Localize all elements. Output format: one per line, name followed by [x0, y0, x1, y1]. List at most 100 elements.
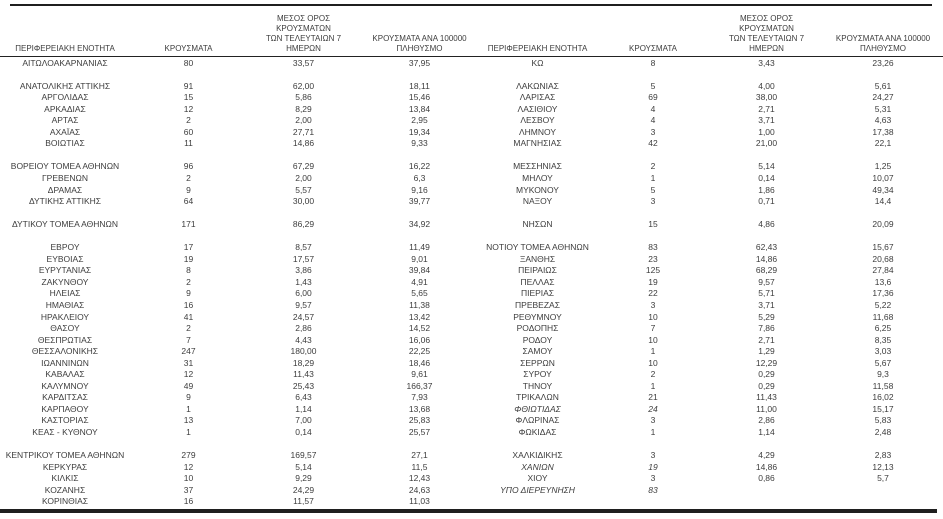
region-cell: ΡΕΘΥΜΝΟΥ [513, 311, 562, 322]
avg7-cell: 21,00 [755, 138, 778, 149]
cases-cell: 2 [186, 115, 191, 126]
table-row: ΚΑΒΑΛΑΣ 12 11,43 9,61 ΣΥΡΟΥ 2 0,29 9,3 [0, 369, 943, 381]
region-cell: ΦΩΚΙΔΑΣ [518, 427, 557, 438]
avg7-cell: 1,00 [758, 126, 775, 137]
per100k-cell: 5,22 [874, 300, 892, 310]
region-cell: ΒΟΡΕΙΟΥ ΤΟΜΕΑ ΑΘΗΝΩΝ [10, 161, 120, 172]
avg7-cell: 1,14 [295, 403, 312, 414]
region-cell: ΑΝΑΤΟΛΙΚΗΣ ΑΤΤΙΚΗΣ [19, 80, 111, 91]
avg7-cell: 5,14 [295, 461, 312, 472]
table-row: ΑΡΚΑΔΙΑΣ 12 8,29 13,84 ΛΑΣΙΘΙΟΥ 4 2,71 5,31 [0, 103, 943, 115]
table-row: ΑΝΑΤΟΛΙΚΗΣ ΑΤΤΙΚΗΣ 91 62,00 18,11 ΛΑΚΩΝΙΑΣ 5 4… [0, 80, 943, 92]
region-cell: ΛΑΣΙΘΙΟΥ [517, 103, 558, 114]
per100k-cell: 15,17 [872, 403, 894, 414]
region-cell: ΑΡΚΑΔΙΑΣ [44, 103, 86, 114]
avg7-cell: 14,86 [292, 138, 315, 149]
cases-cell: 60 [183, 126, 194, 137]
region-cell: ΛΕΣΒΟΥ [520, 115, 555, 126]
table-row: ΑΧΑΪΑΣ 60 27,71 19,34 ΛΗΜΝΟΥ 3 1,00 17,38 [0, 126, 943, 138]
cases-cell: 3 [650, 196, 656, 207]
cases-cell: 171 [181, 219, 196, 230]
per100k-cell: 16,06 [408, 334, 431, 345]
region-cell: ΤΗΝΟΥ [522, 380, 553, 391]
per100k-cell [360, 438, 479, 450]
table-row: ΔΥΤΙΚΗΣ ΑΤΤΙΚΗΣ 64 30,00 39,77 ΝΑΞΟΥ 3 0,71 14,… [0, 196, 943, 208]
per100k-cell: 15,67 [872, 242, 894, 253]
cases-cell: 49 [183, 380, 194, 391]
header-per100k-left: ΚΡΟΥΣΜΑΤΑ ΑΝΑ 100000 ΠΛΗΘΥΣΜΟ [360, 14, 479, 57]
region-cell: ΛΑΚΩΝΙΑΣ [516, 80, 559, 91]
avg7-cell: 67,29 [292, 161, 315, 172]
region-cell: ΠΕΛΛΑΣ [520, 276, 555, 287]
cases-cell: 16 [183, 496, 194, 507]
cases-cell: 12 [183, 369, 194, 380]
cases-cell: 23 [648, 253, 658, 264]
per100k-cell: 14,4 [874, 196, 892, 207]
avg7-cell [710, 69, 823, 81]
avg7-cell [710, 438, 823, 450]
table-row [0, 149, 943, 161]
per100k-cell [823, 230, 943, 242]
avg7-cell [247, 230, 360, 242]
table-row: ΚΑΡΠΑΘΟΥ 1 1,14 13,68 ΦΘΙΩΤΙΔΑΣ 24 11,00 15,17 [0, 403, 943, 415]
avg7-cell [247, 207, 360, 219]
avg7-cell: 0,29 [758, 369, 775, 380]
per100k-cell: 22,1 [874, 138, 892, 149]
cases-cell: 19 [648, 276, 658, 287]
avg7-cell: 4,86 [758, 219, 775, 230]
avg7-cell: 4,29 [758, 450, 775, 461]
avg7-cell: 38,00 [755, 92, 778, 103]
table-row: ΚΟΖΑΝΗΣ 37 24,29 24,63 ΥΠΟ ΔΙΕΡΕΥΝΗΣΗ 83 [0, 484, 943, 496]
per100k-cell: 4,63 [874, 115, 892, 126]
avg7-cell: 2,86 [295, 323, 312, 334]
per100k-cell: 20,09 [872, 219, 894, 230]
cases-cell [130, 230, 247, 242]
avg7-cell [710, 149, 823, 161]
region-cell: ΜΗΛΟΥ [522, 172, 553, 183]
cases-cell: 1 [186, 403, 191, 414]
cases-cell: 1 [650, 427, 656, 438]
avg7-cell: 169,57 [290, 450, 317, 461]
region-cell: ΧΑΛΚΙΔΙΚΗΣ [512, 450, 563, 461]
avg7-cell: 11,57 [293, 496, 314, 507]
per100k-cell: 9,33 [411, 138, 428, 149]
region-cell [0, 207, 130, 219]
region-cell: ΦΘΙΩΤΙΔΑΣ [514, 403, 561, 414]
per100k-cell: 2,48 [874, 427, 892, 438]
per100k-cell: 5,65 [411, 288, 428, 299]
cases-cell: 69 [648, 92, 658, 103]
avg7-cell: 24,29 [292, 484, 315, 495]
avg7-cell: 1,43 [295, 276, 312, 287]
per100k-cell: 5,7 [877, 473, 889, 484]
avg7-cell: 12,29 [755, 357, 778, 368]
table-row: ΘΕΣΣΑΛΟΝΙΚΗΣ 247 180,00 22,25 ΣΑΜΟΥ 1 1,29 3,03 [0, 346, 943, 358]
avg7-cell [710, 496, 823, 508]
avg7-cell [247, 438, 360, 450]
cases-cell [596, 496, 710, 508]
avg7-cell: 5,71 [758, 288, 775, 299]
region-cell [479, 69, 596, 81]
cases-cell [130, 207, 247, 219]
per100k-cell: 16,22 [408, 161, 431, 172]
per100k-cell [823, 484, 943, 496]
cases-cell: 17 [183, 242, 194, 253]
region-cell [479, 149, 596, 161]
region-cell: ΜΕΣΣΗΝΙΑΣ [513, 161, 562, 172]
table-row: ΙΩΑΝΝΙΝΩΝ 31 18,29 18,46 ΣΕΡΡΩΝ 10 12,29 5,67 [0, 357, 943, 369]
region-cell: ΖΑΚΥΝΘΟΥ [41, 276, 89, 287]
cases-cell: 2 [186, 323, 191, 334]
cases-cell: 91 [183, 80, 194, 91]
header-region-left: ΠΕΡΙΦΕΡΕΙΑΚΗ ΕΝΟΤΗΤΑ [0, 14, 130, 57]
cases-cell: 2 [650, 161, 656, 172]
avg7-cell: 5,14 [758, 161, 775, 172]
header-cases-right: ΚΡΟΥΣΜΑΤΑ [596, 14, 710, 57]
avg7-cell: 25,43 [292, 380, 315, 391]
per100k-cell: 6,3 [413, 172, 426, 183]
avg7-cell: 4,43 [295, 334, 312, 345]
per100k-cell: 2,95 [411, 115, 428, 126]
cases-cell: 19 [183, 253, 194, 264]
cases-cell: 83 [648, 242, 658, 253]
per100k-cell: 25,83 [408, 415, 431, 426]
per100k-cell: 19,34 [408, 126, 431, 137]
per100k-cell: 25,57 [408, 427, 431, 438]
